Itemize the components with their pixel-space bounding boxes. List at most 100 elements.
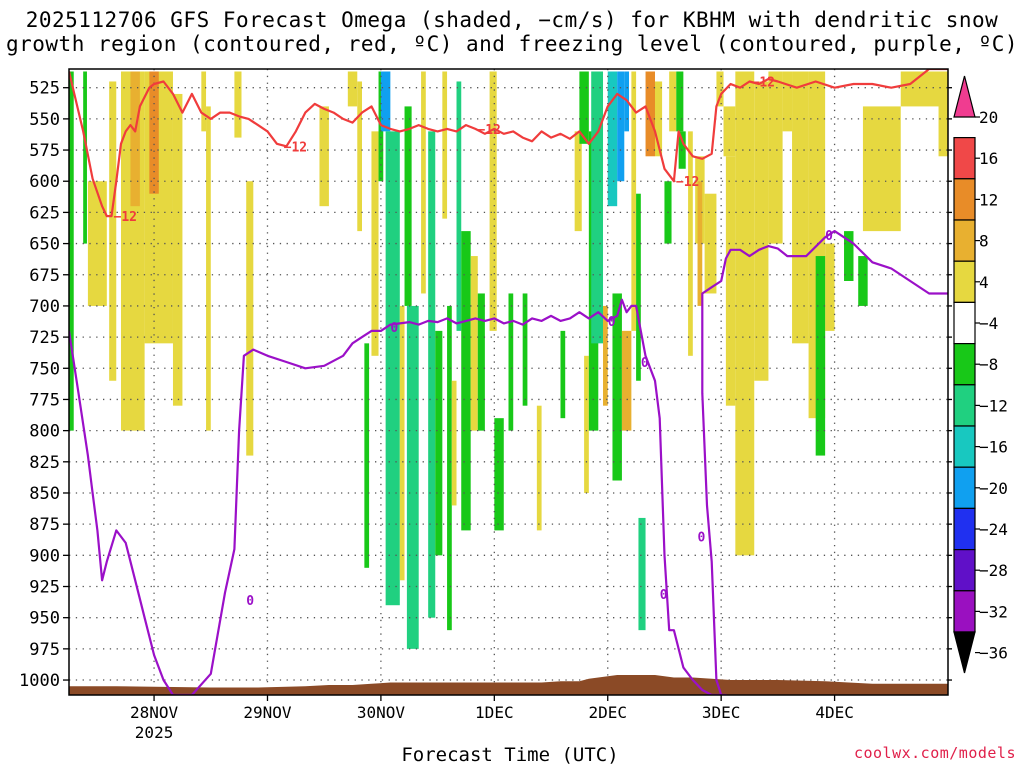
y-tick-label: 575 [29,141,60,161]
omega-cell [655,81,663,157]
omega-cell [645,71,655,157]
colorbar-tick-label: 4 [979,273,989,292]
y-tick-label: 775 [29,390,60,410]
colorbar-swatch [953,219,976,262]
x-tick-label: 2DEC [588,703,627,722]
dgz-contour-label: −12 [477,123,500,138]
omega-cell [451,380,457,506]
grid: −12 −12 −12 −12 −12 0 0 0 0 0 0 0 [69,69,948,695]
y-tick-label: 750 [29,359,60,379]
omega-cell [406,305,419,649]
omega-cell [697,181,703,306]
omega-cell [725,156,736,406]
omega-cell [489,71,497,331]
omega-cell [603,305,608,406]
y-tick-label: 850 [29,484,60,504]
omega-cell [723,106,736,157]
omega-cell [456,81,462,331]
omega-cell [378,71,384,182]
omega-cell [149,71,159,194]
freezing-contour-label: 0 [390,321,398,336]
omega-cell [442,71,448,219]
freezing-contour-label: 0 [698,531,706,546]
omega-cell [669,71,677,132]
omega-cell [676,71,684,132]
x-tick-label: 1DEC [475,703,514,722]
omega-cell [621,330,632,431]
y-tick-label: 925 [29,578,60,598]
omega-cell [385,131,400,606]
omega-cell [584,355,589,493]
omega-cell [364,343,370,568]
colorbar-swatch [953,507,976,551]
omega-cell [461,231,471,531]
omega-cell [399,305,405,581]
chart-title-line-2: growth region (contoured, red, ºC) and f… [5,32,1019,56]
y-tick-label: 650 [29,235,60,255]
omega-cell [371,131,379,356]
omega-cell [688,131,693,356]
freezing-contour-label: 0 [825,229,833,244]
freezing-contour-label: 0 [660,588,668,603]
omega-cell [109,81,117,381]
colorbar-tick-label: −16 [979,438,1008,457]
omega-cell [130,71,140,207]
omega-cell [574,131,582,232]
freezing-contour-purple-line [69,230,948,695]
colorbar-swatch [953,590,976,633]
colorbar-tick-label: −36 [979,644,1008,663]
omega-cell [716,71,724,107]
credit-link[interactable]: coolwx.com/models [853,744,1016,762]
colorbar-swatch [953,384,976,427]
x-tick-label: 30NOV [357,703,406,722]
omega-cell [380,71,391,132]
y-tick-label: 675 [29,266,60,286]
omega-cell [858,256,868,306]
omega-cell [735,71,755,556]
x-tick-label: 3DEC [702,703,741,722]
freezing-contour-label: 0 [246,594,254,609]
y-tick-label: 625 [29,203,60,223]
omega-shading [69,69,948,695]
omega-cell [938,81,948,157]
dgz-contour-red-line [69,69,948,218]
omega-cell [447,305,452,631]
omega-cell [246,181,254,456]
omega-cell [754,81,769,381]
colorbar-tick-label: −32 [979,602,1008,621]
y-tick-label: 600 [29,172,60,192]
omega-cell [435,330,443,556]
colorbar-swatch [953,301,976,345]
colorbar-tick-label: −4 [979,314,998,333]
freezing-contour-label: 0 [641,356,649,371]
omega-cell [319,106,329,207]
colorbar-swatch [953,178,976,221]
y-tick-label: 1000 [19,671,60,691]
omega-cell [357,81,362,232]
omega-cell [470,256,478,431]
omega-cell [536,405,542,531]
omega-cell [815,256,826,456]
omega-cell [83,71,87,244]
surface-topography [69,675,948,695]
y-tick-label: 725 [29,328,60,348]
y-tick-label: 700 [29,297,60,317]
omega-cell [792,71,809,344]
omega-cell [201,71,207,132]
freezing-contour-label: 0 [608,315,616,330]
y-tick-label: 800 [29,422,60,442]
colorbar-tick-label: 20 [979,108,998,127]
omega-cell [636,193,641,381]
omega-cell [494,418,504,531]
omega-cell [591,71,604,344]
x-tick-label: 28NOV [130,703,179,722]
omega-cell [477,293,485,431]
y-tick-label: 900 [29,546,60,566]
dgz-contour-label: −12 [114,210,137,225]
omega-cell [347,71,358,107]
omega-cell [782,71,793,132]
dgz-contour-label: −12 [284,140,307,155]
plot-frame [68,68,949,696]
x-tick-sublabel: 2025 [135,723,174,742]
omega-cell [638,517,646,631]
